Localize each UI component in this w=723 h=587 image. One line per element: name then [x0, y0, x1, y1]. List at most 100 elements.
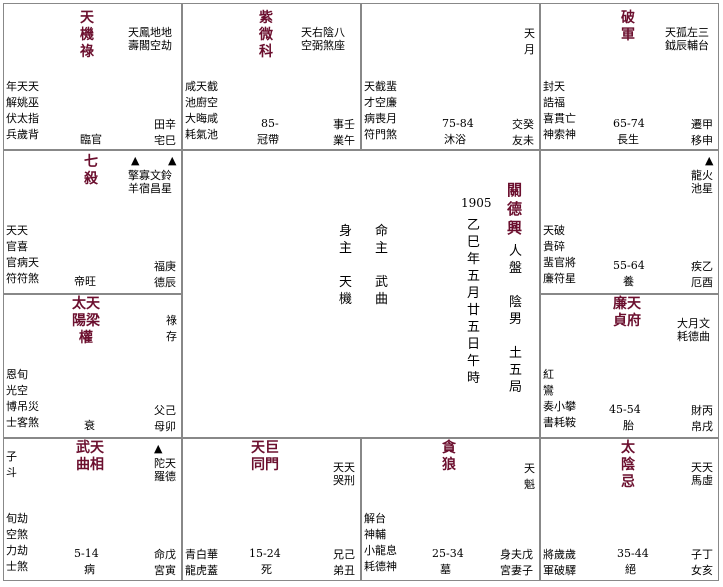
palace-chen: 七殺 ▲ ▲ 擎寡文鈴 羊宿昌星 天天 官喜 官病天 符符煞 帝旺 福庚 德辰 [3, 150, 182, 294]
stage: 死 [261, 563, 272, 576]
stage: 冠帶 [257, 133, 279, 146]
star-tan-lang: 貪狼 [442, 440, 456, 473]
palace-zi: 貪狼 天魁 解台 神輔 小龍息 耗德神 25-34 墓 身夫戊 宮妻子 [361, 438, 540, 581]
star-tai-yang-tian-liang: 太天 [72, 296, 100, 312]
stage: 絕 [625, 563, 636, 576]
palace-yin: 武天 曲相 ▲ 陀天 羅德 子斗 旬劫 空煞 力劫 士煞 5-14 病 命戊 宮寅 [3, 438, 182, 581]
palace-name: 財丙 帛戌 [691, 404, 713, 433]
palace-you: ▲ 龍火 池星 天破 貴碎 蜚官將 廉符星 55-64 養 疾乙 厄酉 [540, 150, 719, 294]
minor-stars: 祿存 [166, 314, 177, 343]
palace-name: 身夫戊 宮妻子 [500, 548, 533, 577]
age-range: 5-14 [74, 547, 99, 560]
palace-name: 田辛 宅巳 [154, 118, 176, 147]
main-stars: 貪狼 [442, 440, 456, 474]
minor-stars: 天右陰八 空弼煞座 [301, 26, 345, 52]
palace-chou: 天巨 同門 天天 哭刑 青白華 龍虎蓋 15-24 死 兄己 弟丑 [182, 438, 361, 581]
main-stars: 武天 曲相 [76, 440, 104, 473]
star-lian-zhen-tian-fu: 廉天 [613, 296, 641, 312]
stage: 病 [84, 563, 95, 576]
main-stars: 廉天 貞府 [613, 296, 641, 329]
stage: 沐浴 [444, 133, 466, 146]
main-stars: 天巨 同門 [251, 440, 279, 473]
star-ji-lu: 天機祿 [80, 10, 94, 60]
minor-stars: 天魁 [524, 462, 535, 491]
minor-stars: 天天 哭刑 [333, 461, 355, 487]
age-range: 15-24 [249, 547, 281, 560]
palace-wu: 紫微科 天右陰八 空弼煞座 咸天截 池廚空 大晦咸 耗氣池 85- 冠帶 事壬 業午 [182, 3, 361, 150]
palace-hai: 太陰忌 天天 馬虛 將歲歲 軍破驛 35-44 絕 子丁 女亥 [540, 438, 719, 581]
star-ziwei: 紫微科 [259, 10, 273, 60]
misc-stars: 恩旬 光空 博吊災 士客煞 [6, 368, 39, 429]
misc-stars: 年天天 解姚巫 伏太指 兵歲背 [6, 80, 39, 141]
minor-stars: 大月文 耗德曲 [677, 317, 710, 343]
age-range: 35-44 [617, 547, 649, 560]
palace-name: 父己 母卯 [154, 404, 176, 433]
stage: 養 [623, 275, 634, 288]
main-stars: 太天 陽梁 權 [72, 296, 100, 346]
minor-stars: 擎寡文鈴 羊宿昌星 [128, 169, 172, 195]
palace-name: 疾乙 厄酉 [691, 260, 713, 289]
palace-name: 遷甲 移申 [691, 118, 713, 147]
palace-shen: 破軍 天孤左三 鉞辰輔台 封天 誥福 喜貫亡 神索神 65-74 長生 遷甲 移申 [540, 3, 719, 150]
marker-triangle: ▲ [168, 154, 177, 167]
star-tai-yin: 太陰忌 [621, 440, 635, 490]
minor-stars: 天鳳地地 壽閣空劫 [128, 26, 172, 52]
main-stars: 破軍 [621, 10, 635, 44]
palace-name: 子丁 女亥 [691, 548, 713, 577]
age-range: 75-84 [442, 117, 474, 130]
palace-wei: 天月 天截蜚 才空廉 病喪月 符門煞 75-84 沐浴 交癸 友未 [361, 3, 540, 150]
palace-name: 事壬 業午 [333, 118, 355, 147]
chart-type: 人盤陰男土五局 [509, 244, 523, 395]
age-range: 55-64 [613, 259, 645, 272]
misc-stars: 將歲歲 軍破驛 [543, 548, 576, 577]
birth-year: 1905 [461, 196, 492, 210]
minor-stars: 天天 馬虛 [691, 461, 713, 487]
main-stars: 天機祿 [80, 10, 94, 61]
shen-zhu: 身主天機 [339, 224, 353, 307]
stage: 墓 [440, 563, 451, 576]
misc-stars: 旬劫 空煞 力劫 士煞 [6, 512, 28, 573]
minor-stars: 天月 [524, 27, 535, 56]
minor-stars: 天孤左三 鉞辰輔台 [665, 26, 709, 52]
center-panel: 身主天機 命主武曲 1905 乙巳年五月廿五日午時 關德興 人盤陰男土五局 [182, 150, 540, 438]
age-range: 85- [261, 117, 279, 130]
star-qi-sha: 七殺 [84, 154, 98, 187]
stage: 帝旺 [74, 275, 96, 288]
star-tian-tong-ju-men: 天巨 [251, 440, 279, 456]
stage: 臨官 [80, 133, 102, 146]
ming-zhu: 命主武曲 [375, 224, 389, 307]
palace-name: 命戊 宮寅 [154, 548, 176, 577]
star-wu-qu-tian-xiang: 武天 [76, 440, 104, 456]
marker-triangle: ▲ [154, 442, 163, 455]
misc-stars: 天天 官喜 官病天 符符煞 [6, 224, 39, 285]
subject-name: 關德興 [507, 181, 523, 237]
misc-stars: 封天 誥福 喜貫亡 神索神 [543, 80, 576, 141]
ziwei-chart: 天機祿 天鳳地地 壽閣空劫 年天天 解姚巫 伏太指 兵歲背 臨官 田辛 宅巳 紫微科 天右… [3, 3, 719, 581]
stage: 長生 [617, 133, 639, 146]
palace-xu: 廉天 貞府 大月文 耗德曲 紅鸞奏小攀 書耗鞍 45-54 胎 財丙 帛戌 [540, 294, 719, 438]
main-stars: 紫微科 [259, 10, 273, 61]
palace-name: 交癸 友未 [512, 118, 534, 147]
misc-stars: 解台 神輔 小龍息 耗德神 [364, 512, 397, 573]
misc-stars: 咸天截 池廚空 大晦咸 耗氣池 [185, 80, 218, 141]
marker-triangle: ▲ [131, 154, 140, 167]
palace-name: 福庚 德辰 [154, 260, 176, 289]
misc-stars: 青白華 龍虎蓋 [185, 548, 218, 577]
birth-datetime: 乙巳年五月廿五日午時 [467, 218, 481, 386]
star-po-jun: 破軍 [621, 10, 635, 43]
stage: 衰 [84, 419, 95, 432]
palace-name: 兄己 弟丑 [333, 548, 355, 577]
misc-stars: 天破 貴碎 蜚官將 廉符星 [543, 224, 576, 285]
minor-stars: 龍火 池星 [691, 169, 713, 195]
misc-stars: 天截蜚 才空廉 病喪月 符門煞 [364, 80, 397, 141]
age-range: 25-34 [432, 547, 464, 560]
main-stars: 七殺 [84, 154, 98, 188]
age-range: 45-54 [609, 403, 641, 416]
misc-stars: 紅鸞奏小攀 書耗鞍 [543, 368, 576, 429]
main-stars: 太陰忌 [621, 440, 635, 491]
age-range: 65-74 [613, 117, 645, 130]
marker-triangle: ▲ [705, 154, 714, 167]
palace-mao: 太天 陽梁 權 祿存 恩旬 光空 博吊災 士客煞 衰 父己 母卯 [3, 294, 182, 438]
misc-stars: 子斗 [6, 450, 17, 479]
minor-stars: 陀天 羅德 [154, 457, 176, 483]
